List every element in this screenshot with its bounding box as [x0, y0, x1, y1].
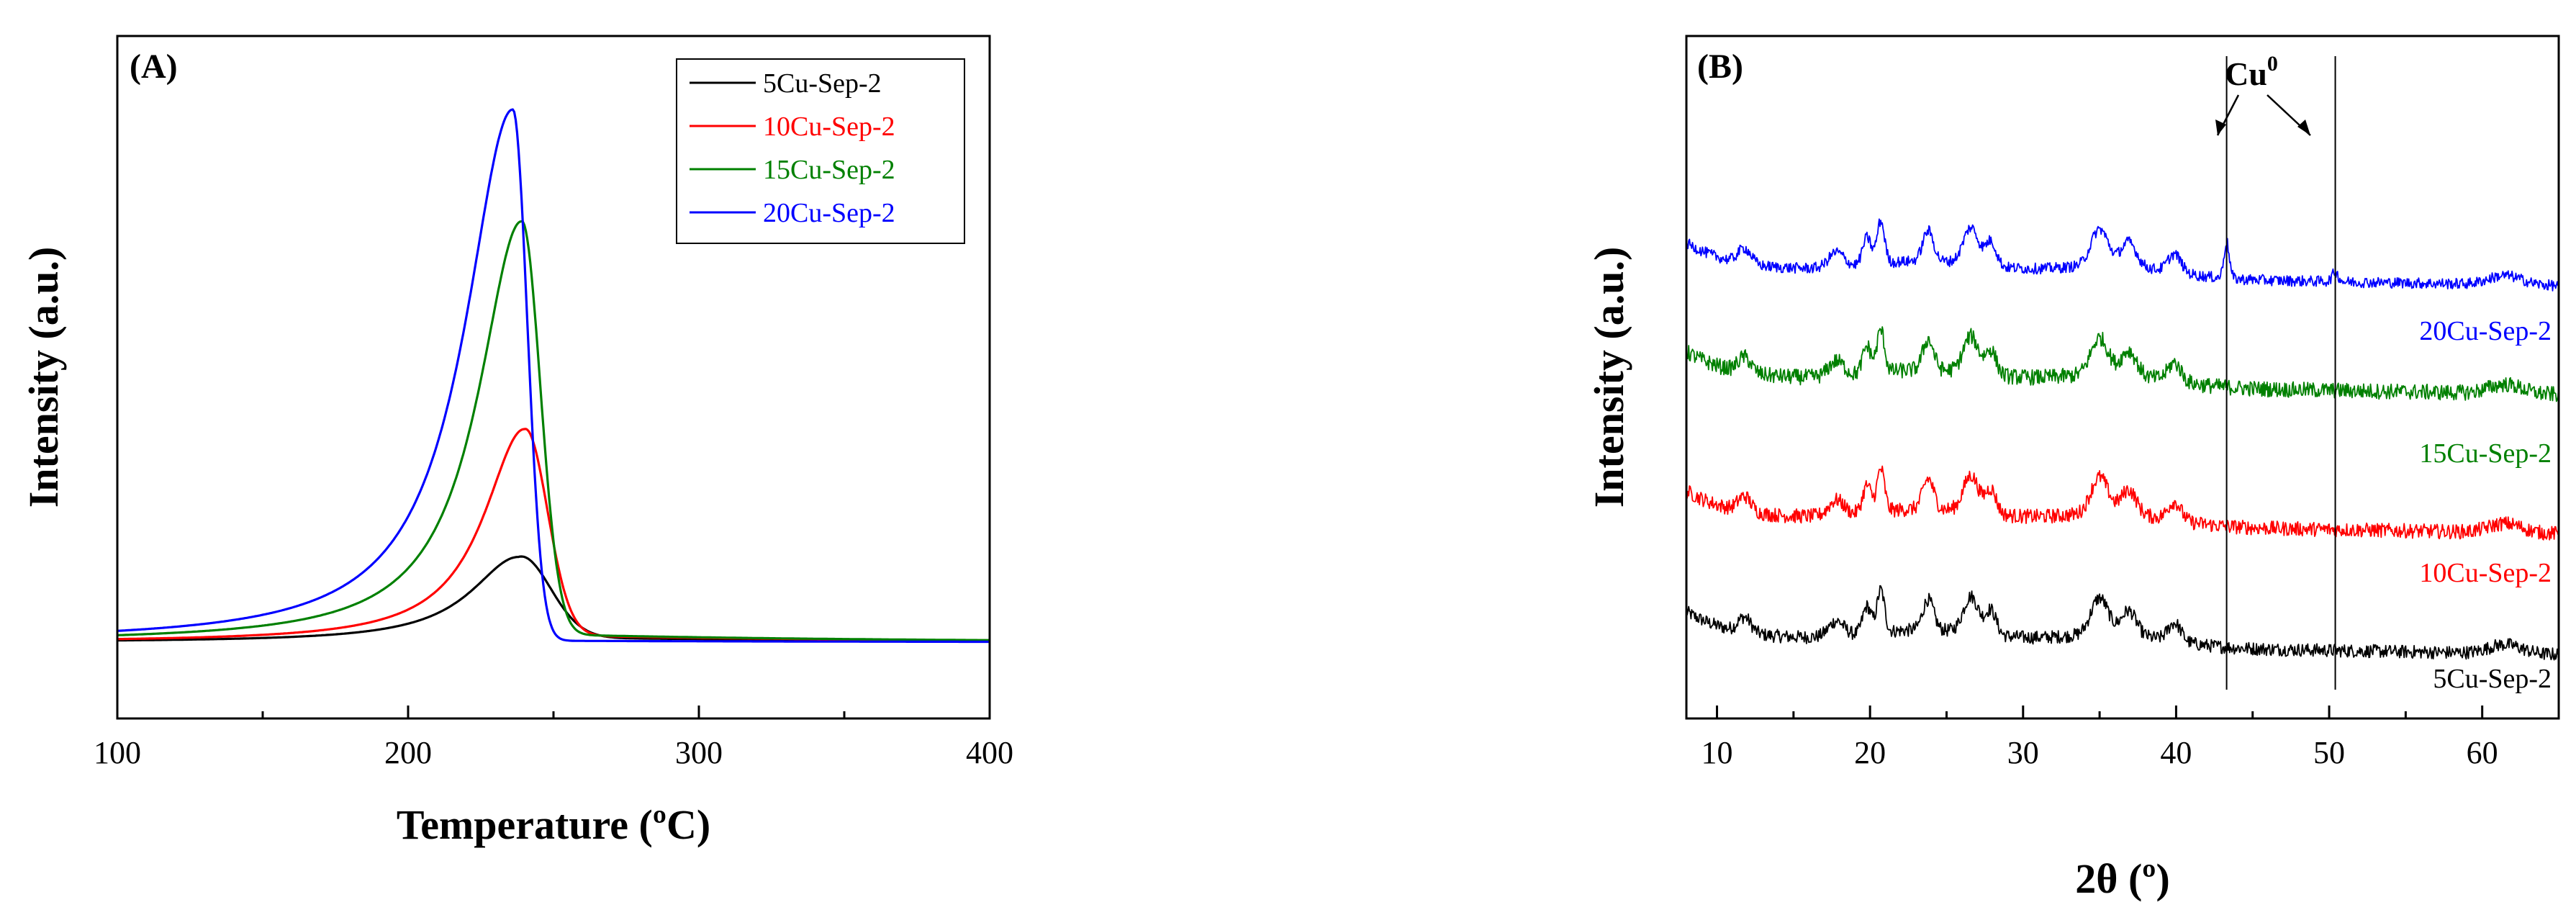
panel-a-legend: 5Cu-Sep-2 10Cu-Sep-2 15Cu-Sep-2 20Cu-Sep… [676, 58, 965, 244]
panel-b-x-tick-label: 20 [1854, 735, 1886, 770]
xrd-pattern-20cu-sep-2 [1686, 218, 2559, 292]
legend-entry-2: 10Cu-Sep-2 [690, 112, 895, 142]
legend-label-3: 15Cu-Sep-2 [763, 155, 895, 185]
cu0-arrowhead-left [2215, 120, 2226, 135]
panel-b-frame [1685, 35, 2560, 720]
panel-b-x-tick-label: 10 [1701, 735, 1733, 770]
panel-b: 10 20 30 40 50 60 (B) 2θ (º) Intensity (a.u.)… [1586, 35, 2560, 902]
panel-a-curves [117, 108, 990, 644]
legend-label-4: 20Cu-Sep-2 [763, 198, 895, 228]
series-label-10cu: 10Cu-Sep-2 [2419, 558, 2552, 588]
panel-b-series-labels: 20Cu-Sep-2 15Cu-Sep-2 10Cu-Sep-2 5Cu-Sep… [2419, 316, 2552, 694]
panel-a-x-tick-label: 400 [966, 735, 1013, 770]
panel-a-x-tick-label: 200 [384, 735, 432, 770]
cu0-annotation-superscript: 0 [2267, 52, 2278, 76]
panel-b-y-axis-title: Intensity (a.u.) [1586, 247, 1632, 508]
cu0-annotation: Cu0 [2215, 52, 2311, 136]
cu0-marker-lines [2225, 56, 2336, 690]
panel-b-curves [1686, 218, 2559, 661]
legend-label-2: 10Cu-Sep-2 [763, 112, 895, 142]
series-label-15cu: 15Cu-Sep-2 [2419, 438, 2552, 469]
panel-b-x-tick-label: 30 [2007, 735, 2039, 770]
legend-label-1: 5Cu-Sep-2 [763, 68, 882, 99]
tpr-curve-20cu-sep-2 [117, 108, 990, 644]
tpr-curve-15cu-sep-2 [117, 220, 990, 641]
legend-entry-1: 5Cu-Sep-2 [690, 68, 882, 99]
xrd-pattern-5cu-sep-2 [1686, 585, 2559, 661]
series-label-5cu: 5Cu-Sep-2 [2433, 664, 2552, 694]
xrd-pattern-10cu-sep-2 [1686, 465, 2559, 541]
panel-a-x-axis-title: Temperature (ºC) [397, 801, 710, 848]
panel-b-x-tick-label: 50 [2313, 735, 2345, 770]
cu0-arrowhead-right [2297, 120, 2310, 135]
xrd-pattern-15cu-sep-2 [1686, 326, 2559, 402]
legend-entry-4: 20Cu-Sep-2 [690, 198, 895, 228]
panel-b-label: (B) [1697, 48, 1743, 86]
panel-a-label: (A) [130, 48, 178, 86]
panel-b-x-tick-label: 40 [2160, 735, 2192, 770]
panel-b-x-axis-title: 2θ (º) [2075, 855, 2170, 902]
panel-b-x-ticks: 10 20 30 40 50 60 [1701, 706, 2498, 770]
panel-a-y-axis-title: Intensity (a.u.) [20, 247, 67, 508]
panel-b-x-tick-label: 60 [2467, 735, 2498, 770]
legend-entry-3: 15Cu-Sep-2 [690, 155, 895, 185]
cu0-annotation-label: Cu0 [2225, 52, 2278, 92]
cu0-annotation-text: Cu [2225, 55, 2267, 92]
panel-a-x-tick-label: 100 [94, 735, 141, 770]
series-label-20cu: 20Cu-Sep-2 [2419, 316, 2552, 346]
panel-a-x-tick-label: 300 [675, 735, 723, 770]
panel-a-x-ticks: 100 200 300 400 [94, 706, 1013, 770]
panel-a: 100 200 300 400 (A) Temperature (ºC) Intens… [20, 35, 1013, 848]
